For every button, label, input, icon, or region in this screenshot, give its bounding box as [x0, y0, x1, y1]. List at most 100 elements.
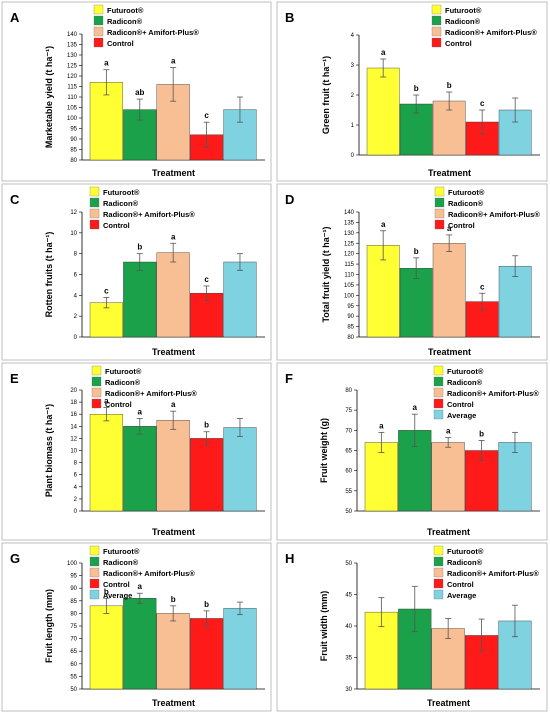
bar	[399, 268, 433, 338]
y-tick-label: 130	[67, 53, 78, 59]
y-axis-title: Marketable yield (t ha⁻¹)	[44, 46, 54, 148]
panel-e: E 0 2 4 6 8 10 12 14 16 18 20 Plant biomass (t ha⁻¹)…	[1, 362, 272, 541]
y-tick-label: 10	[70, 231, 77, 237]
significance-letter: c	[204, 275, 209, 284]
legend-label: Control	[447, 580, 474, 589]
significance-letter: b	[479, 429, 484, 438]
legend-label: Futuroot®	[105, 367, 142, 376]
y-tick-label: 14	[70, 424, 77, 430]
y-tick-label: 50	[70, 687, 77, 693]
significance-letter: ab	[135, 88, 144, 97]
bar	[223, 427, 257, 512]
panel-label: A	[10, 10, 20, 25]
y-tick-label: 105	[344, 283, 355, 289]
bar	[498, 265, 532, 338]
legend-swatch	[431, 37, 442, 48]
legend-swatch	[89, 578, 100, 589]
legend-swatch	[89, 589, 100, 600]
y-tick-label: 0	[74, 335, 78, 341]
legend-swatch	[434, 208, 445, 219]
bar	[123, 426, 157, 512]
legend-swatch	[431, 26, 442, 37]
significance-letter: a	[413, 403, 418, 412]
y-tick-label: 1	[351, 123, 355, 129]
y-tick-label: 80	[347, 335, 354, 341]
y-tick-label: 20	[70, 388, 77, 394]
y-tick-label: 80	[70, 611, 77, 617]
y-tick-label: 3	[351, 63, 355, 69]
y-tick-label: 120	[67, 74, 78, 80]
legend-swatch	[434, 219, 445, 230]
legend-swatch	[434, 197, 445, 208]
y-tick-label: 18	[70, 400, 77, 406]
x-axis-title: Treatment	[152, 527, 195, 537]
significance-letter: a	[138, 582, 143, 591]
legend-label: Radicon®+ Amifort-Plus®	[447, 569, 539, 578]
y-tick-label: 80	[345, 388, 352, 394]
significance-letter: b	[104, 587, 109, 596]
legend-swatch	[433, 578, 444, 589]
legend-swatch	[433, 376, 444, 387]
y-tick-label: 35	[345, 656, 352, 662]
legend-swatch	[433, 589, 444, 600]
y-tick-label: 70	[70, 637, 77, 643]
y-tick-label: 10	[70, 449, 77, 455]
y-tick-label: 100	[67, 561, 78, 567]
bar	[89, 302, 123, 338]
legend-label: Futuroot®	[447, 547, 484, 556]
y-tick-label: 6	[74, 473, 78, 479]
legend-label: Futuroot®	[448, 188, 485, 197]
y-tick-label: 85	[70, 599, 77, 605]
legend-label: Radicon®+ Amifort-Plus®	[103, 569, 195, 578]
panel-label: H	[285, 551, 294, 566]
significance-letter: a	[171, 400, 176, 409]
y-axis-title: Total fruit yield (t ha⁻¹)	[321, 226, 331, 322]
bar	[366, 67, 400, 156]
legend-label: Radicon®	[447, 558, 483, 567]
panel-c: C 0 2 4 6 8 10 12 Rotten fruits (t ha⁻¹) Treatmen…	[1, 183, 272, 361]
bar	[189, 618, 224, 690]
bar	[364, 442, 398, 512]
significance-letter: c	[204, 111, 209, 120]
legend-swatch	[89, 545, 100, 556]
y-tick-label: 95	[70, 574, 77, 580]
legend-label: Control	[448, 221, 475, 230]
legend-swatch	[89, 219, 100, 230]
panel-b: B 0 1 2 3 4 Green fruit (t ha⁻¹) Treatment a b b c F…	[276, 1, 548, 182]
significance-letter: a	[381, 220, 386, 229]
legend-swatch	[89, 186, 100, 197]
significance-letter: c	[104, 286, 109, 295]
significance-letter: b	[414, 84, 419, 93]
legend-swatch	[431, 15, 442, 26]
significance-letter: a	[446, 427, 451, 436]
panel-label: G	[10, 551, 20, 566]
y-tick-label: 110	[67, 95, 77, 101]
bar	[189, 438, 224, 512]
y-tick-label: 0	[74, 509, 78, 515]
legend-swatch	[433, 387, 444, 398]
panel-label: C	[10, 192, 20, 207]
legend-label: Radicon®+ Amifort-Plus®	[107, 28, 199, 37]
y-axis-title: Fruit length (mm)	[44, 589, 54, 663]
bar	[156, 613, 190, 690]
y-tick-label: 55	[70, 674, 77, 680]
panel-a: A 80 85 90 95 100 105 110 115 120 125 130 135 140 Mark…	[1, 1, 272, 182]
bar	[432, 243, 466, 338]
x-axis-title: Treatment	[428, 347, 471, 357]
y-tick-label: 90	[347, 314, 354, 320]
legend-swatch	[91, 365, 102, 376]
legend-label: Radicon®+ Amifort-Plus®	[448, 210, 540, 219]
significance-letter: a	[379, 421, 384, 430]
y-tick-label: 90	[70, 586, 77, 592]
legend-label: Average	[447, 591, 476, 600]
y-tick-label: 4	[74, 293, 78, 299]
x-axis-title: Treatment	[152, 347, 195, 357]
y-tick-label: 80	[70, 158, 77, 164]
y-tick-label: 120	[344, 252, 355, 258]
y-tick-label: 2	[351, 93, 355, 99]
legend-swatch	[93, 26, 104, 37]
y-tick-label: 85	[347, 325, 354, 331]
panel-label: D	[285, 192, 294, 207]
